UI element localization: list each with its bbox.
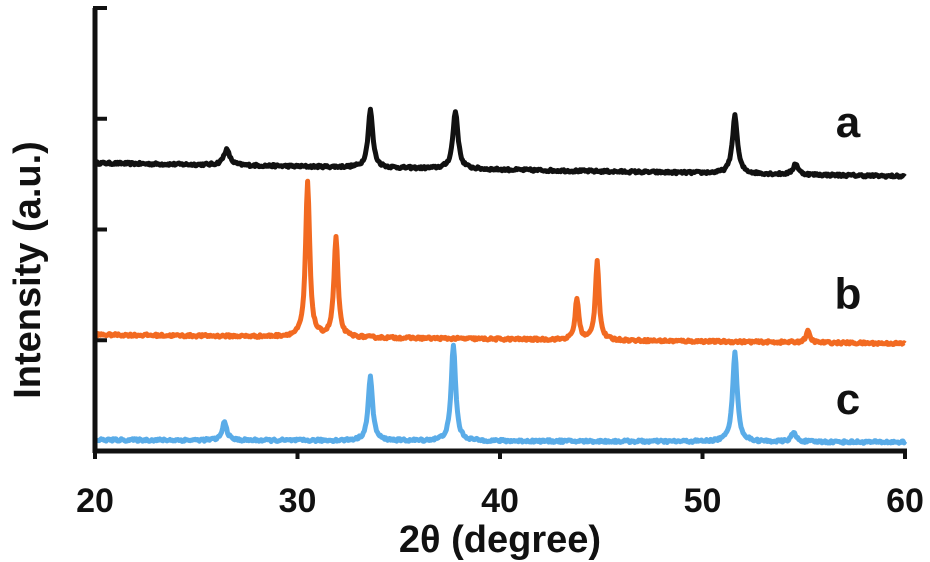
x-tick-label-30: 30 — [279, 482, 317, 520]
x-tick-label-50: 50 — [684, 482, 722, 520]
x-tick-label-60: 60 — [886, 482, 924, 520]
labels-layer: a b c — [835, 98, 862, 424]
series-line-b — [93, 178, 907, 347]
axes-layer — [92, 8, 907, 454]
series-line-a — [92, 106, 907, 180]
series-line-c — [93, 342, 908, 446]
series-layer — [92, 106, 908, 446]
series-label-a: a — [836, 98, 861, 147]
x-tick-label-20: 20 — [76, 482, 114, 520]
series-label-b: b — [835, 270, 862, 319]
y-axis-title: Intensity (a.u.) — [7, 141, 49, 399]
ticks-layer: 20 30 40 50 60 — [76, 6, 924, 520]
x-tick-label-40: 40 — [481, 482, 519, 520]
series-label-c: c — [836, 375, 860, 424]
x-axis-title: 2θ (degree) — [399, 519, 601, 561]
